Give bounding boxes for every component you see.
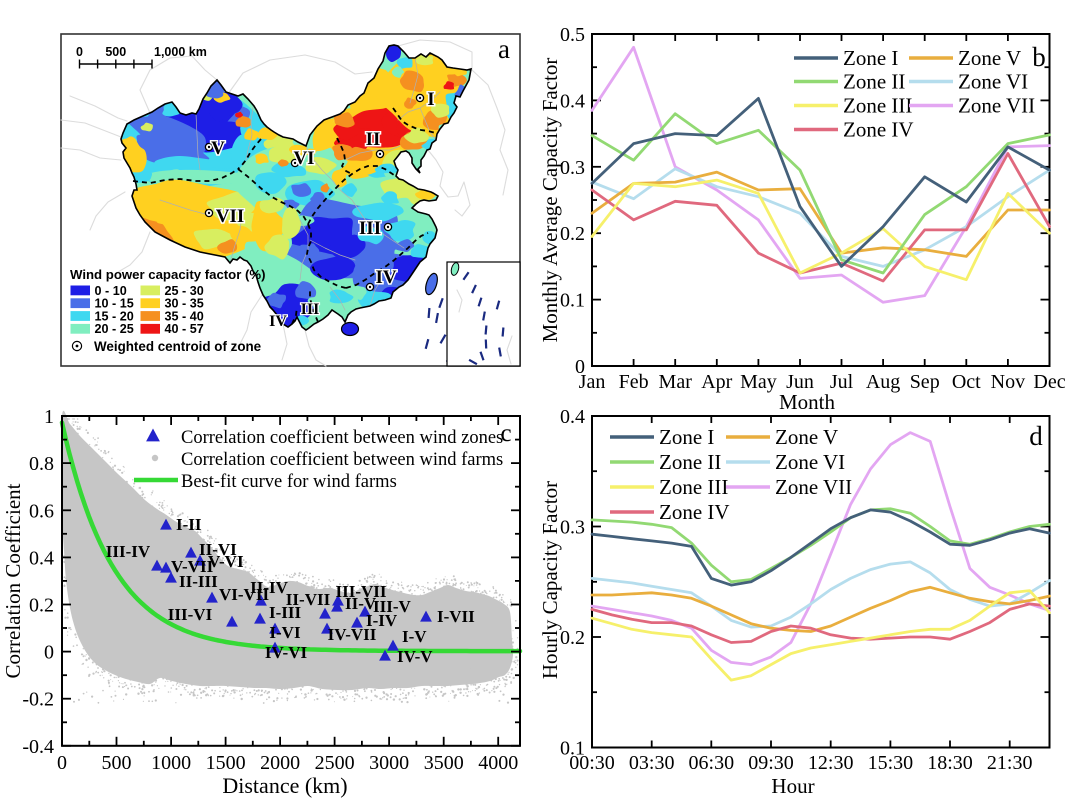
svg-text:Zone I: Zone I <box>659 425 714 449</box>
svg-text:Correlation coefficient betwee: Correlation coefficient between wind zon… <box>181 428 503 448</box>
svg-text:0.2: 0.2 <box>29 595 54 617</box>
svg-text:06:30: 06:30 <box>689 752 735 774</box>
svg-text:0: 0 <box>57 752 67 774</box>
svg-text:May: May <box>740 371 777 393</box>
svg-text:0.4: 0.4 <box>29 547 54 569</box>
svg-text:II-III: II-III <box>179 572 218 591</box>
svg-text:Dec: Dec <box>1033 371 1065 393</box>
svg-text:3000: 3000 <box>369 752 409 774</box>
svg-text:2000: 2000 <box>260 752 300 774</box>
svg-text:15:30: 15:30 <box>868 752 914 774</box>
svg-text:Best-fit curve for wind farms: Best-fit curve for wind farms <box>181 472 397 492</box>
svg-text:II-VII: II-VII <box>286 590 331 609</box>
svg-text:1500: 1500 <box>206 752 246 774</box>
svg-text:Zone V: Zone V <box>958 46 1021 70</box>
svg-text:I: I <box>427 89 434 110</box>
svg-text:Zone II: Zone II <box>659 450 721 474</box>
svg-text:IV-VII: IV-VII <box>328 625 377 644</box>
svg-text:Mar: Mar <box>659 371 693 393</box>
svg-text:12:30: 12:30 <box>808 752 854 774</box>
svg-text:Zone VI: Zone VI <box>775 450 845 474</box>
svg-text:0.2: 0.2 <box>560 627 585 649</box>
svg-text:2500: 2500 <box>315 752 355 774</box>
svg-text:II-IV: II-IV <box>250 578 289 597</box>
svg-text:Zone VII: Zone VII <box>958 94 1035 118</box>
svg-text:Correlation coefficient betwee: Correlation coefficient between wind far… <box>181 450 503 470</box>
svg-text:09:30: 09:30 <box>748 752 794 774</box>
svg-text:Zone VII: Zone VII <box>775 475 852 499</box>
svg-text:I-V: I-V <box>402 627 427 646</box>
svg-text:0.1: 0.1 <box>560 290 585 312</box>
svg-text:3500: 3500 <box>424 752 464 774</box>
svg-text:III-IV: III-IV <box>106 542 151 561</box>
svg-text:0.6: 0.6 <box>29 500 54 522</box>
svg-text:VII: VII <box>216 206 245 227</box>
svg-text:21:30: 21:30 <box>987 752 1033 774</box>
svg-text:Monthly Average Capacity Facto: Monthly Average Capacity Factor <box>538 58 562 343</box>
svg-text:0.4: 0.4 <box>560 90 585 112</box>
svg-text:500: 500 <box>102 752 132 774</box>
svg-text:Zone II: Zone II <box>843 70 905 94</box>
svg-text:IV: IV <box>269 313 287 330</box>
svg-text:1000: 1000 <box>151 752 191 774</box>
svg-text:18:30: 18:30 <box>927 752 973 774</box>
svg-text:Zone IV: Zone IV <box>843 118 914 142</box>
svg-text:Wind power capacity factor (%): Wind power capacity factor (%) <box>70 267 266 282</box>
svg-text:20 - 25: 20 - 25 <box>95 322 134 336</box>
svg-text:d: d <box>1029 421 1043 451</box>
svg-text:III: III <box>359 218 381 239</box>
svg-text:IV: IV <box>375 267 396 288</box>
svg-text:0.3: 0.3 <box>560 157 585 179</box>
svg-text:4000: 4000 <box>478 752 518 774</box>
svg-text:Hourly Capacity Factor: Hourly Capacity Factor <box>538 481 562 679</box>
svg-text:0.5: 0.5 <box>560 24 585 46</box>
svg-text:Zone V: Zone V <box>775 425 838 449</box>
svg-text:Jan: Jan <box>579 371 606 393</box>
svg-text:VI: VI <box>293 148 314 169</box>
svg-text:0.3: 0.3 <box>560 517 585 539</box>
svg-text:III: III <box>301 301 320 318</box>
svg-text:1,000 km: 1,000 km <box>154 45 207 59</box>
svg-text:Nov: Nov <box>991 371 1025 393</box>
svg-text:Apr: Apr <box>701 371 732 393</box>
svg-text:IV-VI: IV-VI <box>265 643 308 662</box>
svg-text:Sep: Sep <box>910 371 940 393</box>
svg-text:Zone IV: Zone IV <box>659 500 730 524</box>
svg-text:I-VII: I-VII <box>437 607 475 626</box>
svg-text:0: 0 <box>76 45 83 59</box>
svg-text:Correlation Coefficient: Correlation Coefficient <box>1 483 25 678</box>
svg-text:Oct: Oct <box>952 371 981 393</box>
svg-text:Weighted centroid of zone: Weighted centroid of zone <box>94 339 261 354</box>
svg-text:I-II: I-II <box>176 515 202 534</box>
svg-text:Zone III: Zone III <box>843 94 912 118</box>
svg-text:Zone III: Zone III <box>659 475 728 499</box>
svg-text:-0.4: -0.4 <box>22 736 54 758</box>
svg-text:V-VI: V-VI <box>208 552 244 571</box>
svg-text:0.2: 0.2 <box>560 223 585 245</box>
svg-text:V: V <box>211 138 225 159</box>
svg-text:Aug: Aug <box>866 371 900 393</box>
svg-text:0.4: 0.4 <box>560 406 585 428</box>
svg-text:Zone I: Zone I <box>843 46 898 70</box>
svg-text:II: II <box>366 129 381 150</box>
svg-text:Distance (km): Distance (km) <box>222 773 347 798</box>
svg-text:500: 500 <box>105 45 126 59</box>
svg-text:Feb: Feb <box>619 371 649 393</box>
svg-text:Hour: Hour <box>771 774 814 798</box>
svg-text:IV-V: IV-V <box>397 647 433 666</box>
svg-text:III-VI: III-VI <box>168 605 213 624</box>
svg-text:c: c <box>500 420 511 447</box>
svg-text:I-VI: I-VI <box>269 623 301 642</box>
svg-text:0.8: 0.8 <box>29 453 54 475</box>
svg-text:Zone VI: Zone VI <box>958 70 1028 94</box>
svg-text:b: b <box>1032 42 1046 72</box>
svg-text:a: a <box>498 34 510 64</box>
svg-text:40 - 57: 40 - 57 <box>165 322 204 336</box>
svg-text:-0.2: -0.2 <box>22 689 54 711</box>
svg-text:Month: Month <box>779 390 836 414</box>
svg-text:03:30: 03:30 <box>629 752 675 774</box>
svg-text:1: 1 <box>44 406 54 428</box>
svg-text:0: 0 <box>44 642 54 664</box>
svg-text:00:30: 00:30 <box>569 752 615 774</box>
